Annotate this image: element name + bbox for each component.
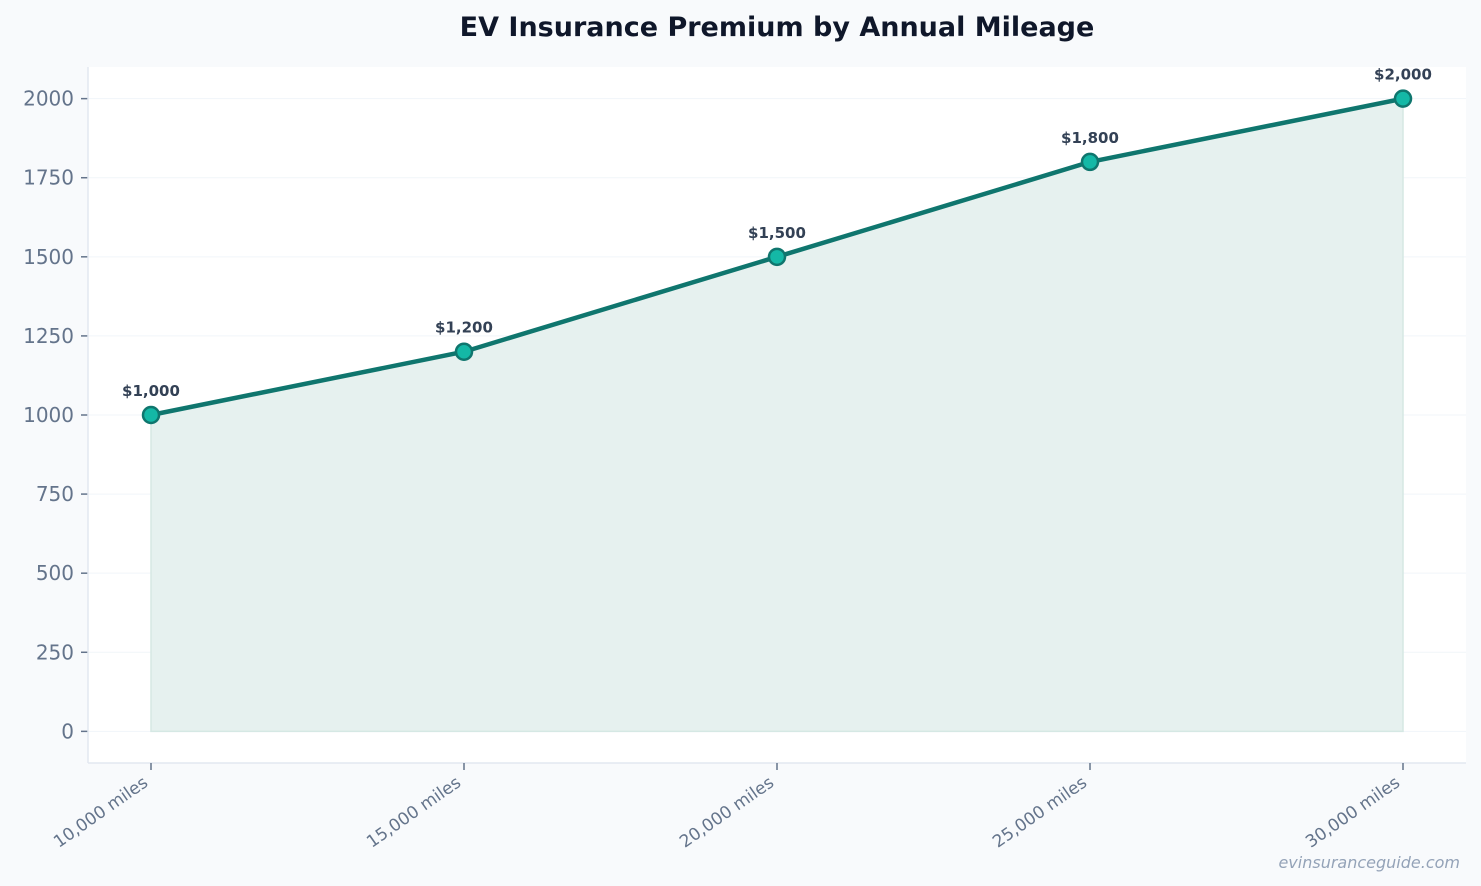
data-label: $2,000 (1374, 66, 1432, 84)
data-label: $1,800 (1061, 129, 1119, 147)
data-point (141, 405, 161, 425)
y-tick-label: 750 (36, 482, 74, 506)
data-label: $1,500 (748, 224, 806, 242)
x-tick-label: 10,000 miles (50, 773, 152, 853)
y-tick-label: 1000 (23, 403, 74, 427)
y-tick-label: 1500 (23, 245, 74, 269)
data-point (1393, 89, 1413, 108)
x-tick-label: 30,000 miles (1302, 773, 1404, 853)
x-tick-label: 15,000 miles (363, 773, 465, 853)
y-tick-label: 500 (36, 561, 74, 585)
data-point (767, 247, 787, 267)
y-tick-label: 250 (36, 640, 74, 664)
chart-title: EV Insurance Premium by Annual Mileage (460, 12, 1095, 43)
y-tick-label: 2000 (23, 87, 74, 111)
data-label: $1,200 (435, 319, 493, 337)
y-tick-label: 1750 (23, 166, 74, 190)
data-point (1080, 152, 1100, 172)
data-label: $1,000 (122, 382, 180, 400)
x-tick-label: 20,000 miles (676, 773, 778, 853)
watermark: evinsuranceguide.com (1278, 853, 1460, 872)
y-tick-label: 0 (61, 719, 74, 743)
data-point (454, 342, 474, 361)
x-tick-label: 25,000 miles (989, 773, 1091, 853)
y-tick-label: 1250 (23, 324, 74, 348)
